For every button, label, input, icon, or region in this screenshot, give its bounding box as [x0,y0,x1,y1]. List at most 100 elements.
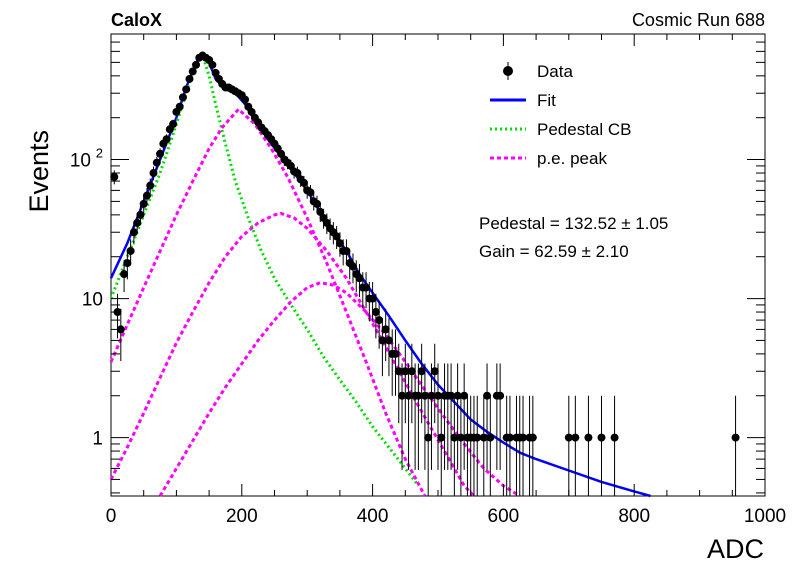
data-point [407,367,416,376]
data-point [519,433,528,442]
data-point [473,433,482,442]
data-point [120,270,129,279]
data-point [162,135,171,144]
data-point [460,391,469,400]
legend-data-marker [503,66,513,76]
data-point [450,433,459,442]
data-point [420,391,429,400]
data-point [342,246,351,255]
y-tick-label-exponent: 2 [96,146,103,161]
x-tick-label: 600 [488,506,520,527]
data-point [169,120,178,129]
data-point [332,232,341,241]
axes-layer: 0 200 400 600 800 1000 1 10 10 2 [70,33,786,527]
legend-label: Data [537,62,573,81]
data-point [528,433,537,442]
x-tick-label: 200 [226,506,258,527]
data-point [483,391,492,400]
data-point [175,102,184,111]
x-tick-label: 400 [357,506,389,527]
data-point [110,172,119,181]
data-point [571,433,580,442]
data-point [404,391,413,400]
data-point [437,433,446,442]
data-point [401,367,410,376]
series-line-p-e-peak-5 [158,281,521,498]
data-point [731,433,740,442]
data-point [192,60,201,69]
data-point [299,178,308,187]
run-label: Cosmic Run 688 [632,10,765,30]
data-point [123,259,132,268]
data-point [368,294,377,303]
data-point [313,199,322,208]
data-point [306,188,315,197]
data-point [116,325,125,334]
x-tick-label: 0 [106,506,117,527]
data-point [178,93,187,102]
data-point [156,149,165,158]
data-point [453,391,462,400]
data-point [597,433,606,442]
data-point [456,433,465,442]
y-tick-label: 10 [70,151,91,172]
data-point [142,191,151,200]
legend-label: Pedestal CB [537,120,632,139]
data-layer [109,51,740,498]
data-point [362,283,371,292]
data-point [610,433,619,442]
y-axis-label: Events [24,130,54,213]
series-line-pedestal-cb-2 [109,54,420,487]
legend: Data Fit Pedestal CB p.e. peak [490,62,632,168]
data-point [496,391,505,400]
data-point [152,158,161,167]
data-point [417,367,426,376]
data-point [486,433,495,442]
data-point [430,367,439,376]
data-point [447,391,456,400]
y-tick-label: 10 [82,290,103,311]
data-point [434,391,442,400]
data-point [375,316,384,325]
gain-fit-result: Gain = 62.59 ± 2.10 [479,242,629,261]
data-point [424,433,433,442]
data-point [208,60,217,69]
x-tick-label: 1000 [744,506,786,527]
pedestal-fit-result: Pedestal = 132.52 ± 1.05 [479,214,668,233]
data-point [129,228,138,237]
data-point [384,336,393,345]
data-point [414,391,423,400]
legend-label: p.e. peak [537,149,607,168]
experiment-label: CaloX [111,10,162,30]
data-point [126,246,135,255]
data-point [371,308,380,317]
series-line-p-e-peak-3 [109,107,427,497]
series-line-p-e-peak-4 [109,211,476,498]
data-point [427,391,436,400]
data-point [394,367,403,376]
data-point [564,433,573,442]
data-point [479,433,488,442]
data-point [355,274,364,283]
data-point [505,433,514,442]
x-tick-label: 800 [618,506,650,527]
data-point [378,336,387,345]
data-point [139,199,148,208]
data-point [293,169,302,178]
data-point [335,239,344,248]
x-axis-label: ADC [707,534,764,564]
legend-label: Fit [537,91,556,110]
data-point [185,74,194,83]
data-point [584,433,593,442]
data-point [391,349,400,358]
data-point [149,169,158,178]
data-point [241,95,250,104]
y-tick-label: 1 [92,429,103,450]
data-point [133,218,142,227]
data-point [188,67,197,76]
data-point [348,262,357,271]
data-point [316,207,325,216]
data-point [146,181,155,190]
data-point [381,325,390,334]
